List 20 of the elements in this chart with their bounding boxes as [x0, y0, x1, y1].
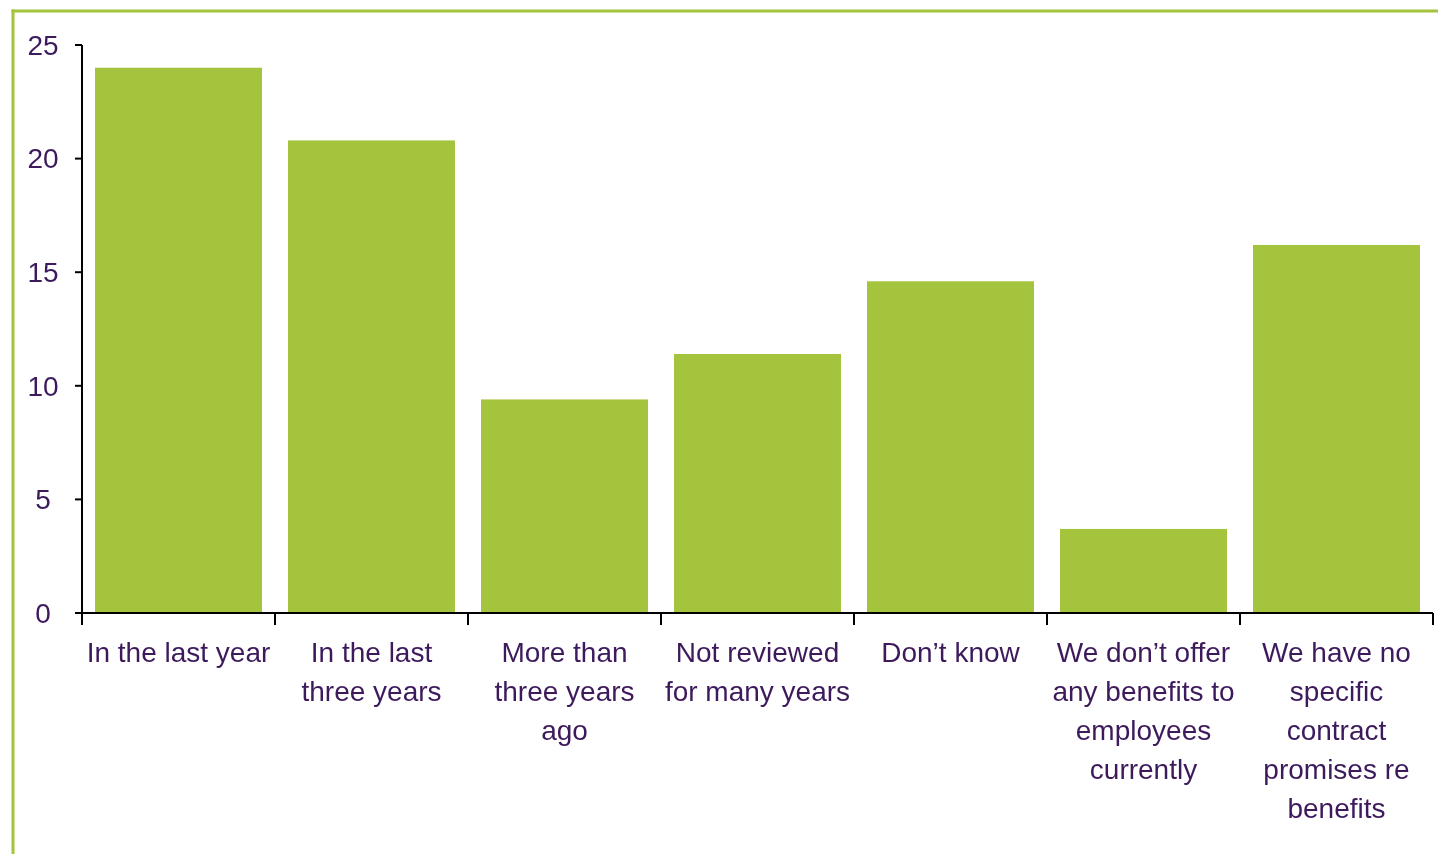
x-tick-label: We don’t offer any benefits to employees currently — [1052, 636, 1235, 785]
y-tick-label: 5 — [35, 484, 51, 516]
y-tick-label: 20 — [27, 143, 59, 175]
bar — [674, 353, 841, 613]
bar — [481, 399, 648, 613]
bar — [1060, 528, 1227, 613]
x-tick-label: Don’t know — [881, 636, 1021, 668]
bar — [288, 140, 455, 613]
x-tick-label: In the last three years — [301, 636, 442, 707]
y-tick-label: 10 — [27, 370, 59, 402]
bar — [867, 281, 1034, 613]
y-tick-label: 15 — [27, 257, 59, 288]
bar — [95, 67, 262, 613]
x-tick-label: In the last year — [86, 636, 271, 668]
bar — [1253, 244, 1420, 613]
x-tick-label: More than three years ago — [494, 636, 635, 746]
y-tick-label: 0 — [35, 597, 51, 629]
x-tick-label: We have no specific contract promises re benefits — [1262, 636, 1411, 824]
y-tick-label: 25 — [27, 29, 59, 61]
x-tick-label: Not reviewed for many years — [664, 636, 851, 707]
